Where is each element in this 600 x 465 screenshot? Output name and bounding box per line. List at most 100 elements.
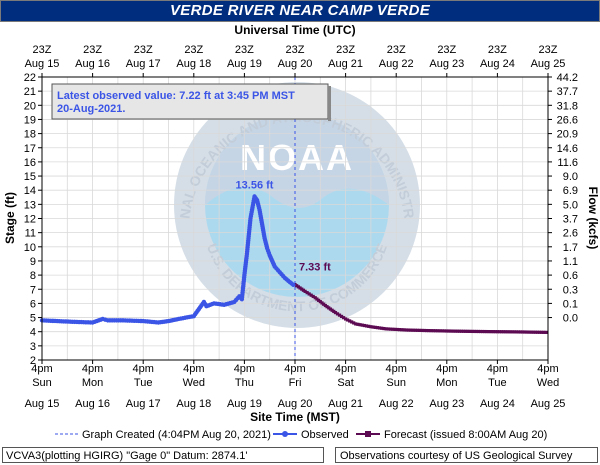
flow-tick-label: 3.7 <box>563 214 578 226</box>
forecast-point <box>402 328 406 332</box>
forecast-point <box>373 325 377 329</box>
forecast-point <box>344 317 348 321</box>
forecast-point <box>508 330 512 334</box>
forecast-point <box>309 293 313 297</box>
stage-tick-label: 15 <box>24 171 36 183</box>
legend-created-label: Graph Created (4:04PM Aug 20, 2021) <box>82 429 271 441</box>
forecast-point <box>527 330 531 334</box>
forecast-point <box>457 329 462 333</box>
stage-axis-title: Stage (ft) <box>3 192 17 244</box>
forecast-point <box>358 323 362 327</box>
forecast-point <box>449 329 453 333</box>
latest-box-frame <box>51 83 329 120</box>
forecast-point <box>445 329 449 333</box>
utc-tick-hour: 23Z <box>387 44 406 56</box>
forecast-point <box>506 330 510 334</box>
forecast-point <box>327 306 331 310</box>
forecast-point <box>420 328 424 333</box>
utc-tick-date: Aug 15 <box>25 58 60 70</box>
site-tick-hour: 4pm <box>385 363 406 375</box>
stage-axis-ticks: 2 3 4 5 6 7 8 9 10 11 12 13 14 15 16 17 18 19 20 21 22 <box>24 72 42 367</box>
forecast-point <box>418 328 422 332</box>
forecast-point <box>447 329 451 333</box>
forecast-point <box>523 330 527 334</box>
forecast-point <box>367 324 371 328</box>
watermark-logo: NOAA <box>240 137 354 178</box>
utc-tick-date: Aug 22 <box>379 58 414 70</box>
forecast-point <box>542 330 546 334</box>
stage-tick-label: 17 <box>24 143 36 155</box>
observed-point <box>291 282 296 288</box>
latest-box-line1: Latest observed value: 7.22 ft at 3:45 P… <box>57 90 295 102</box>
stage-tick-label: 4 <box>30 327 36 339</box>
legend-observed-marker <box>282 431 288 437</box>
site-tick-hour: 4pm <box>284 363 305 375</box>
forecast-point <box>354 322 358 326</box>
utc-tick-date: Aug 25 <box>531 58 566 70</box>
forecast-point <box>436 329 440 333</box>
forecast-point <box>315 297 319 301</box>
forecast-point <box>470 329 474 334</box>
chart-title: VERDE RIVER NEAR CAMP VERDE <box>0 0 600 22</box>
site-tick-hour: 4pm <box>82 363 103 375</box>
forecast-point <box>537 330 542 334</box>
forecast-point <box>464 329 468 333</box>
utc-tick-date: Aug 17 <box>126 58 161 70</box>
utc-tick-hour: 23Z <box>33 44 52 56</box>
stage-tick-label: 14 <box>24 185 36 197</box>
forecast-point <box>318 300 322 304</box>
forecast-point <box>317 298 321 302</box>
forecast-point <box>433 329 438 333</box>
stage-tick-label: 9 <box>30 256 36 268</box>
site-tick-date: Aug 15 <box>25 398 60 410</box>
utc-tick-date: Aug 21 <box>328 58 363 70</box>
forecast-point <box>533 330 537 334</box>
forecast-point <box>481 329 485 334</box>
site-tick-date: Aug 20 <box>278 398 313 410</box>
watermark-upper-shape <box>205 113 389 208</box>
flow-tick-label: 0.6 <box>563 270 578 282</box>
forecast-point <box>362 323 366 328</box>
flow-tick-label: 5.0 <box>563 199 578 211</box>
forecast-point <box>311 294 315 299</box>
utc-tick-hour: 23Z <box>336 44 355 56</box>
forecast-point <box>323 303 327 308</box>
forecast-point <box>296 285 300 289</box>
utc-tick-hour: 23Z <box>235 44 254 56</box>
forecast-point <box>544 330 548 334</box>
utc-tick-hour: 23Z <box>83 44 102 56</box>
forecast-point <box>330 308 334 312</box>
observations-credit: Observations courtesy of US Geological S… <box>335 447 598 463</box>
flow-tick-label: 37.7 <box>557 86 578 98</box>
forecast-point <box>516 330 521 334</box>
site-tick-hour: 4pm <box>132 363 153 375</box>
site-tick-day: Sun <box>386 377 406 389</box>
site-tick-day: Wed <box>537 377 559 389</box>
forecast-point <box>474 329 478 334</box>
flow-axis-ticks: 44.2 37.7 31.8 26.6 20.9 14.6 11.6 9.0 6.9 5.0 3.7… <box>548 72 578 325</box>
utc-tick-hour: 23Z <box>488 44 507 56</box>
forecast-series <box>293 282 549 334</box>
forecast-point <box>375 326 380 330</box>
forecast-point <box>328 307 333 311</box>
forecast-point <box>307 292 311 296</box>
forecast-point <box>518 330 523 334</box>
forecast-point <box>483 329 487 334</box>
site-tick-hour: 4pm <box>234 363 255 375</box>
forecast-point <box>360 323 364 327</box>
site-tick-day: Mon <box>82 377 103 389</box>
forecast-point <box>415 328 420 332</box>
utc-tick-hour: 23Z <box>437 44 456 56</box>
forecast-point <box>371 325 375 329</box>
flow-tick-label: 0.3 <box>563 284 578 296</box>
observed-series <box>39 193 296 325</box>
forecast-point <box>384 327 388 331</box>
forecast-point <box>451 329 455 333</box>
utc-tick-hour: 23Z <box>184 44 203 56</box>
stage-tick-label: 2 <box>30 355 36 367</box>
flow-tick-label: 2.6 <box>563 228 578 240</box>
forecast-point <box>540 330 544 334</box>
forecast-point <box>377 326 382 330</box>
utc-tick-hour: 23Z <box>286 44 305 56</box>
site-tick-day: Sun <box>32 377 52 389</box>
